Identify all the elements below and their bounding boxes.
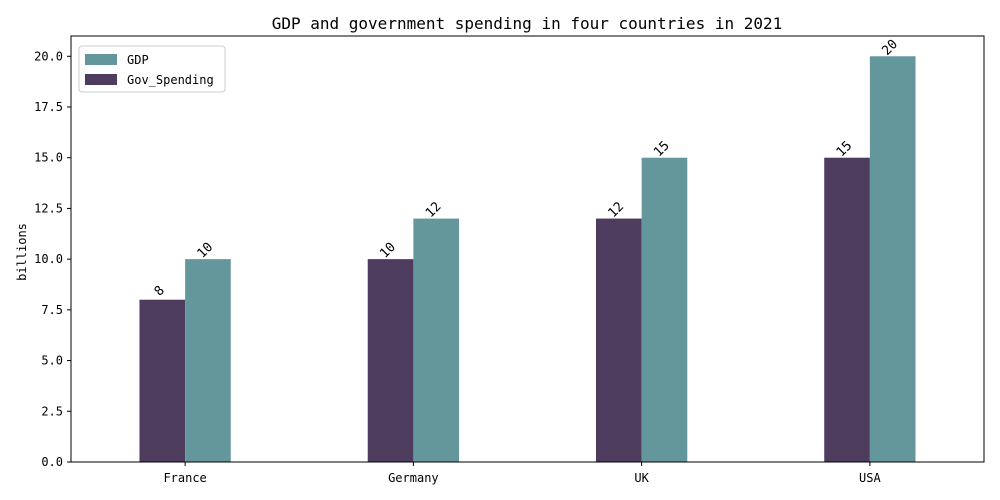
bar-labels-layer: 8 10 12 15 10 12 15 20 xyxy=(152,37,901,299)
legend-label: GDP xyxy=(127,53,149,67)
bar-value-label: 12 xyxy=(605,199,627,221)
legend-label: Gov_Spending xyxy=(127,73,214,87)
x-tick-label: UK xyxy=(634,471,649,485)
bar-gov-spending-uk xyxy=(595,218,642,462)
bar-gov-spending-germany xyxy=(367,259,414,462)
y-tick-label: 15.0 xyxy=(34,151,63,165)
bar-gdp-france xyxy=(185,259,231,462)
bar-gdp-germany xyxy=(413,218,460,462)
bar-value-label: 10 xyxy=(377,240,399,262)
y-tick-label: 5.0 xyxy=(41,354,63,368)
legend: GDP Gov_Spending xyxy=(78,45,226,93)
chart-title: GDP and government spending in four coun… xyxy=(272,14,783,33)
y-axis: 0.0 2.5 5.0 7.5 10.0 12.5 15.0 17.5 20.0 xyxy=(34,49,71,469)
plot-frame xyxy=(70,35,985,463)
y-tick-label: 7.5 xyxy=(41,303,63,317)
y-tick-label: 0.0 xyxy=(41,455,63,469)
legend-swatch xyxy=(85,74,117,85)
legend-swatch xyxy=(85,54,117,65)
x-tick-label: Germany xyxy=(388,471,439,485)
x-tick-label: USA xyxy=(859,471,881,485)
bar-gov-spending-france xyxy=(139,299,186,462)
y-tick-label: 20.0 xyxy=(34,49,63,63)
bar-gov-spending-usa xyxy=(824,157,870,462)
y-tick-label: 17.5 xyxy=(34,100,63,114)
x-axis: France Germany UK USA xyxy=(163,462,881,485)
bar-value-label: 15 xyxy=(834,138,856,160)
bar-gdp-usa xyxy=(869,56,916,462)
y-tick-label: 12.5 xyxy=(34,201,63,215)
bar-value-label: 20 xyxy=(879,37,901,59)
bar-value-label: 8 xyxy=(152,283,168,299)
bar-value-label: 15 xyxy=(651,138,673,160)
y-axis-label: billions xyxy=(15,223,29,281)
y-tick-label: 10.0 xyxy=(34,252,63,266)
x-tick-label: France xyxy=(163,471,206,485)
bars-layer xyxy=(139,56,916,462)
bar-value-label: 10 xyxy=(195,240,217,262)
bar-gdp-uk xyxy=(641,157,688,462)
y-tick-label: 2.5 xyxy=(41,404,63,418)
bar-value-label: 12 xyxy=(423,199,445,221)
